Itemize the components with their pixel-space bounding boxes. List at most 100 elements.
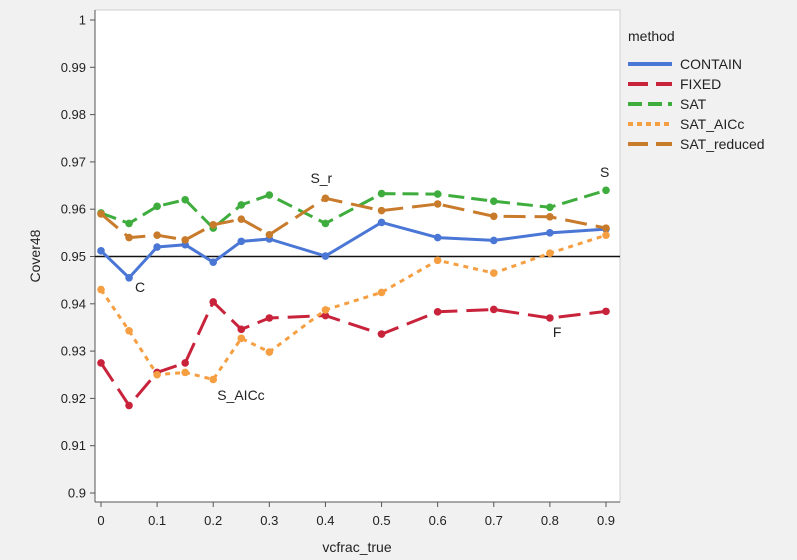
y-tick-label: 0.96 (61, 202, 86, 217)
data-point (153, 243, 161, 251)
data-point (125, 401, 133, 410)
data-point (97, 285, 105, 294)
legend-item: SAT (628, 96, 707, 112)
data-point (602, 186, 610, 195)
legend-label: SAT_reduced (680, 136, 765, 152)
series-SAT_reduced (97, 194, 610, 244)
data-point (265, 191, 274, 199)
legend-item: FIXED (628, 76, 721, 92)
data-point (125, 273, 133, 282)
data-point (321, 311, 330, 320)
data-point (377, 218, 386, 227)
data-point (489, 305, 498, 314)
legend-item: SAT_AICc (628, 116, 744, 132)
y-tick-label: 1 (79, 13, 86, 28)
data-point (125, 233, 133, 242)
annotation-label: S_r (310, 170, 332, 186)
data-point (153, 202, 161, 211)
data-point (97, 210, 105, 218)
legend-item: CONTAIN (628, 56, 742, 72)
legend: method CONTAIN FIXED SAT SAT_AICc SAT_reduce… (628, 28, 765, 152)
data-point (489, 236, 498, 245)
x-tick-label: 0.3 (260, 513, 278, 528)
data-point (181, 195, 189, 204)
y-tick-label: 0.94 (61, 296, 86, 311)
y-tick-label: 0.95 (61, 249, 86, 264)
y-axis-title: Cover48 (27, 229, 43, 282)
data-point (265, 348, 274, 356)
y-tick-label: 0.93 (61, 344, 86, 359)
annotation-label: C (135, 279, 145, 295)
y-tick-label: 0.92 (61, 391, 86, 406)
data-point (433, 200, 442, 208)
data-point (377, 189, 386, 198)
data-point (265, 230, 274, 239)
data-point (546, 203, 554, 212)
y-tick-label: 0.98 (61, 107, 86, 122)
data-point (602, 224, 610, 232)
data-point (125, 219, 133, 228)
y-tick-label: 0.9 (68, 486, 86, 501)
data-point (433, 308, 442, 316)
data-point (237, 237, 246, 246)
legend-title: method (628, 28, 675, 44)
data-point (237, 215, 246, 223)
legend-label: CONTAIN (680, 56, 742, 72)
x-axis-title: vcfrac_true (322, 539, 391, 555)
data-point (209, 298, 218, 306)
data-point (377, 330, 386, 338)
data-point (321, 306, 330, 314)
data-point (181, 368, 189, 377)
data-point (321, 194, 330, 203)
data-point (433, 256, 442, 265)
legend-label: SAT_AICc (680, 116, 744, 132)
data-point (237, 325, 246, 334)
x-tick-label: 0.6 (429, 513, 447, 528)
x-tick-label: 0.2 (204, 513, 222, 528)
data-point (153, 231, 161, 240)
data-point (489, 197, 498, 205)
data-point (209, 258, 218, 266)
annotation-label: F (553, 324, 562, 340)
data-point (377, 206, 386, 215)
data-point (377, 288, 386, 297)
y-axis: 0.9 0.91 0.92 0.93 0.94 0.95 0.96 0.97 0.98 0.99 1 (61, 10, 96, 502)
annotation-label: S_AICc (217, 387, 264, 403)
x-tick-label: 0.9 (597, 513, 615, 528)
x-tick-label: 0.1 (148, 513, 166, 528)
series-group (97, 186, 610, 410)
data-point (237, 201, 246, 209)
series-SAT_AICc (97, 231, 610, 384)
data-point (489, 269, 498, 277)
data-point (181, 359, 189, 367)
data-point (546, 212, 554, 221)
legend-label: FIXED (680, 76, 721, 92)
data-point (153, 370, 161, 379)
legend-label: SAT (680, 96, 707, 112)
data-point (489, 212, 498, 221)
data-point (602, 231, 610, 240)
data-point (433, 233, 442, 242)
data-point (321, 252, 330, 260)
x-tick-label: 0.7 (485, 513, 503, 528)
data-point (237, 334, 246, 343)
annotation-label: S (600, 164, 609, 180)
data-point (433, 190, 442, 198)
y-tick-label: 0.91 (61, 438, 86, 453)
data-point (602, 307, 610, 316)
x-tick-label: 0.8 (541, 513, 559, 528)
legend-items: CONTAIN FIXED SAT SAT_AICc SAT_reduced (628, 56, 765, 152)
annotation-group: C S_AICc S_r S F (135, 164, 609, 403)
data-point (546, 314, 554, 322)
y-tick-label: 0.97 (61, 154, 86, 169)
x-axis: 0 0.1 0.2 0.3 0.4 0.5 0.6 0.7 0.8 0.9 (95, 501, 620, 528)
data-point (546, 249, 554, 257)
data-point (321, 219, 330, 228)
x-tick-label: 0 (97, 513, 104, 528)
data-point (125, 326, 133, 335)
legend-item: SAT_reduced (628, 136, 765, 152)
x-tick-label: 0.5 (373, 513, 391, 528)
data-point (265, 314, 274, 322)
data-point (209, 375, 218, 384)
